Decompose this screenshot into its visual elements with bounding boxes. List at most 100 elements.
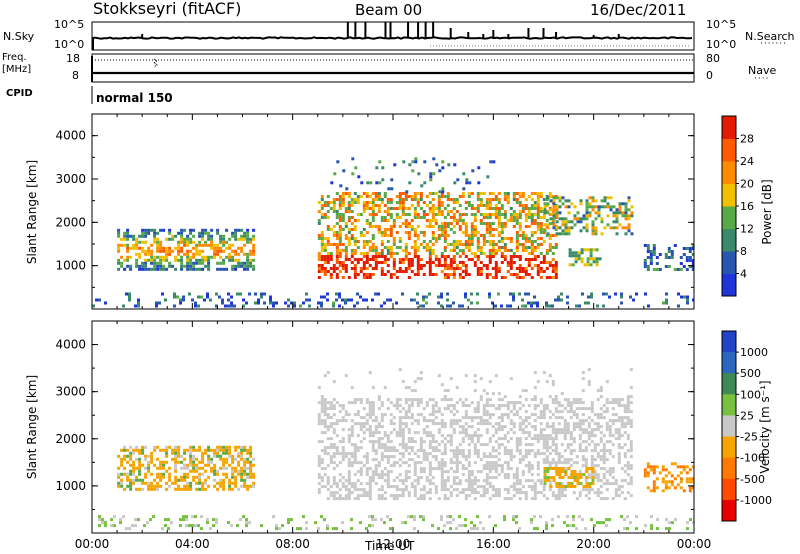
velocity-cell — [234, 484, 238, 488]
power-cell — [359, 195, 363, 198]
power-cell — [338, 240, 342, 243]
power-cell — [416, 255, 420, 258]
velocity-cell — [446, 440, 450, 444]
power-cell — [368, 207, 372, 210]
velocity-cell — [359, 470, 363, 474]
power-cell — [410, 204, 414, 207]
power-cell — [551, 258, 555, 261]
velocity-cell — [371, 446, 375, 450]
power-cell — [362, 234, 366, 237]
velocity-cell — [119, 521, 122, 525]
velocity-cell — [353, 401, 357, 405]
velocity-cell — [320, 410, 324, 414]
power-cell — [174, 258, 178, 262]
velocity-cell — [554, 461, 558, 465]
power-cell — [237, 252, 241, 256]
velocity-cell — [437, 410, 441, 414]
power-cell — [117, 246, 121, 250]
power-cell — [594, 226, 598, 230]
power-cell — [341, 249, 345, 252]
power-cell — [260, 292, 263, 296]
velocity-cell — [473, 482, 477, 486]
velocity-cell — [437, 374, 441, 378]
velocity-cell — [422, 452, 426, 456]
velocity-cell — [485, 443, 489, 447]
velocity-cell — [569, 449, 573, 453]
power-cell — [512, 225, 516, 228]
velocity-cell — [159, 460, 163, 464]
velocity-cell — [431, 455, 435, 459]
velocity-cell — [509, 455, 513, 459]
power-cell — [680, 295, 683, 299]
power-cell — [344, 258, 348, 261]
velocity-cell — [476, 428, 480, 432]
power-cell — [156, 231, 160, 235]
power-cell — [374, 246, 378, 249]
velocity-cell — [581, 464, 585, 468]
power-cell — [470, 231, 474, 234]
power-cell — [455, 264, 459, 267]
velocity-cell — [126, 484, 130, 488]
velocity-cell — [150, 484, 154, 488]
x-tick-label: 20:00 — [576, 537, 611, 551]
velocity-cell — [506, 407, 510, 411]
time-axis-label: Time UT — [365, 539, 415, 553]
velocity-cell — [168, 466, 172, 470]
velocity-cell — [449, 404, 453, 408]
velocity-cell — [338, 410, 342, 414]
power-cell — [326, 243, 330, 246]
power-cell — [524, 292, 527, 296]
power-cell — [201, 234, 205, 238]
velocity-cell — [518, 491, 522, 495]
velocity-cell — [168, 472, 172, 476]
velocity-cell — [185, 524, 188, 528]
velocity-cell — [320, 485, 324, 489]
velocity-cell — [431, 404, 435, 408]
power-cell — [389, 231, 393, 234]
velocity-cell — [320, 401, 324, 405]
velocity-cell — [578, 407, 582, 411]
velocity-cell — [593, 449, 597, 453]
power-cell — [649, 259, 653, 262]
velocity-cell — [602, 467, 606, 471]
velocity-cell — [530, 488, 534, 492]
velocity-cell — [587, 488, 591, 492]
velocity-cell — [533, 404, 537, 408]
power-cell — [159, 228, 163, 232]
velocity-cell — [629, 446, 633, 450]
velocity-cell — [323, 422, 327, 426]
velocity-cell — [491, 425, 495, 429]
power-cell — [558, 205, 562, 209]
velocity-cell — [503, 452, 507, 456]
velocity-cell — [407, 452, 411, 456]
power-cell — [336, 160, 340, 164]
power-cell — [317, 222, 321, 225]
power-cell — [443, 255, 447, 258]
velocity-cell — [350, 464, 354, 468]
power-cell — [275, 301, 278, 305]
power-cell — [564, 232, 568, 236]
power-cell — [515, 255, 519, 258]
velocity-cell — [350, 482, 354, 486]
power-cell — [443, 216, 447, 219]
velocity-cell — [404, 413, 408, 417]
power-cell — [335, 243, 339, 246]
power-cell — [320, 234, 324, 237]
power-cell — [147, 228, 151, 232]
velocity-cell — [488, 440, 492, 444]
velocity-cell — [398, 425, 402, 429]
velocity-cell — [192, 469, 196, 473]
velocity-cell — [383, 467, 387, 471]
velocity-cell — [588, 482, 592, 485]
power-cell — [180, 240, 184, 244]
velocity-cell — [620, 491, 624, 495]
velocity-cell — [398, 458, 402, 462]
velocity-cell — [368, 404, 372, 408]
power-cell — [449, 198, 453, 201]
velocity-cell — [246, 448, 250, 452]
power-cell — [144, 240, 148, 244]
velocity-cell — [177, 487, 181, 491]
velocity-cell — [347, 461, 351, 465]
velocity-cell — [494, 494, 498, 498]
power-cell — [134, 304, 137, 308]
